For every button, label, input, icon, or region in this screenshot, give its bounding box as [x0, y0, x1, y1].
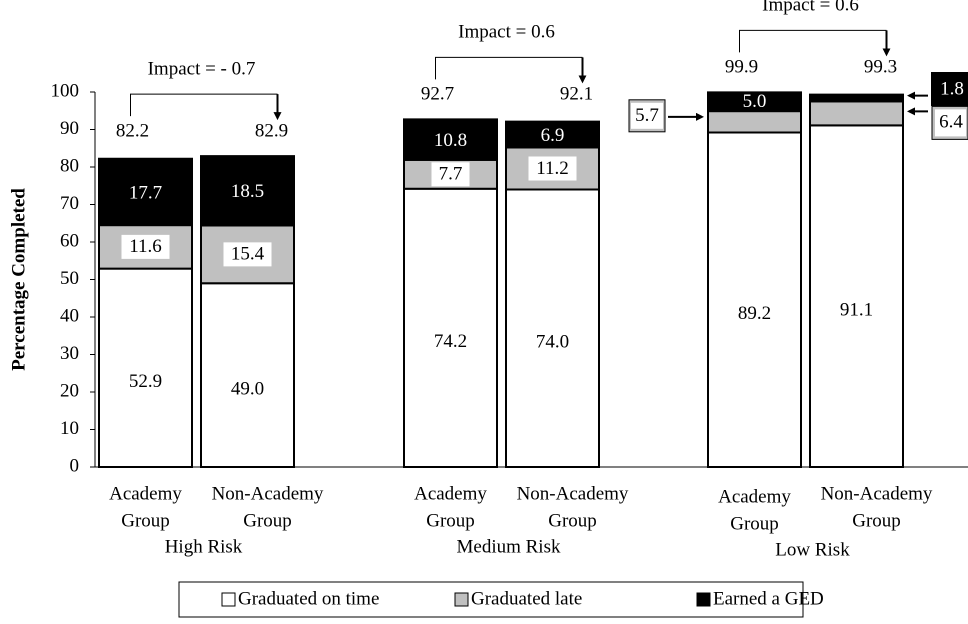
y-tick-label: 40 [60, 305, 79, 326]
y-tick-label: 80 [60, 155, 79, 176]
risk-group-label: Medium Risk [457, 536, 561, 557]
data-label-ged: 1.8 [940, 78, 964, 99]
data-label-on-time: 74.2 [434, 331, 467, 352]
y-axis-title: Percentage Completed [8, 188, 29, 371]
data-label-on-time: 52.9 [129, 371, 162, 392]
risk-group-label: Low Risk [775, 539, 850, 560]
bar-segment-on-time [809, 124, 904, 468]
impact-bracket [130, 93, 278, 117]
total-label: 82.9 [255, 120, 288, 141]
total-label: 82.2 [116, 120, 149, 141]
category-label-line2: Group [121, 510, 170, 531]
category-label-line2: Group [426, 510, 475, 531]
category-label-line2: Group [730, 513, 779, 534]
category-label-line1: Non-Academy [517, 483, 629, 504]
data-label-late: 7.7 [439, 164, 463, 185]
data-label-ged: 17.7 [129, 182, 162, 203]
legend-label: Graduated late [471, 588, 582, 609]
category-label-line1: Non-Academy [821, 483, 933, 504]
bar-segment-ged [707, 91, 802, 113]
total-label: 99.9 [725, 57, 758, 78]
total-label: 92.1 [560, 84, 593, 105]
data-label-bg-late [431, 162, 470, 187]
data-label-late: 15.4 [231, 244, 265, 265]
category-label-line2: Group [548, 510, 597, 531]
bar-segment-ged [505, 120, 600, 149]
callout-box-inner-late [935, 109, 966, 137]
category-label-line1: Academy [414, 483, 487, 504]
category-label-line1: Academy [718, 486, 791, 507]
data-label-on-time: 74.0 [536, 332, 569, 353]
y-tick-label: 90 [60, 118, 79, 139]
y-tick-label: 30 [60, 343, 79, 364]
data-label-bg-late [528, 156, 577, 181]
category-label-line2: Group [852, 510, 901, 531]
bar-segment-on-time [200, 282, 295, 468]
legend-swatch [221, 592, 236, 607]
data-label-ged: 18.5 [231, 181, 264, 202]
bar-segment-ged [98, 157, 193, 227]
bar-segment-ged [403, 118, 498, 161]
y-tick-label: 100 [51, 80, 80, 101]
data-label-late: 11.2 [536, 158, 569, 179]
impact-label: Impact = 0.6 [762, 0, 859, 16]
bar-segment-late [809, 100, 904, 127]
impact-label: Impact = - 0.7 [148, 58, 256, 79]
impact-bracket [435, 56, 583, 80]
data-label-on-time: 89.2 [738, 303, 771, 324]
y-tick-label: 60 [60, 230, 79, 251]
legend-label: Graduated on time [238, 588, 379, 609]
risk-group-label: High Risk [165, 536, 243, 557]
legend-swatch [696, 592, 711, 607]
callout-box-inner-late [631, 102, 663, 129]
category-label-line1: Academy [109, 483, 182, 504]
data-label-late: 6.4 [939, 112, 963, 133]
bar-segment-ged [809, 93, 904, 103]
y-tick-label: 70 [60, 193, 79, 214]
legend-swatch [454, 592, 469, 607]
data-label-bg-late [223, 242, 272, 267]
bar-segment-ged [200, 155, 295, 227]
bar-segment-on-time [505, 188, 600, 468]
bar-segment-on-time [98, 267, 193, 468]
y-tick-label: 0 [70, 455, 80, 476]
y-tick-label: 20 [60, 380, 79, 401]
category-label-line2: Group [243, 510, 292, 531]
category-label-line1: Non-Academy [212, 483, 324, 504]
legend: Graduated on time Graduated late Earned a … [178, 581, 824, 618]
data-label-ged: 6.9 [541, 125, 565, 146]
data-label-ged: 5.0 [743, 91, 767, 112]
legend-label: Earned a GED [713, 588, 824, 609]
impact-bracket [739, 29, 887, 53]
data-label-ged: 10.8 [434, 130, 467, 151]
y-tick-label: 10 [60, 418, 79, 439]
bar-segment-on-time [403, 187, 498, 468]
total-label: 92.7 [421, 84, 454, 105]
y-tick-label: 50 [60, 268, 79, 289]
data-label-late: 11.6 [129, 236, 162, 257]
impact-label: Impact = 0.6 [458, 22, 555, 43]
data-label-on-time: 91.1 [840, 300, 873, 321]
callout-box-ged [931, 72, 968, 106]
data-label-late: 5.7 [635, 105, 659, 126]
total-label: 99.3 [864, 57, 897, 78]
data-label-bg-late [121, 234, 170, 259]
data-label-on-time: 49.0 [231, 378, 264, 399]
bar-segment-on-time [707, 131, 802, 468]
bar-segment-late [707, 110, 802, 134]
